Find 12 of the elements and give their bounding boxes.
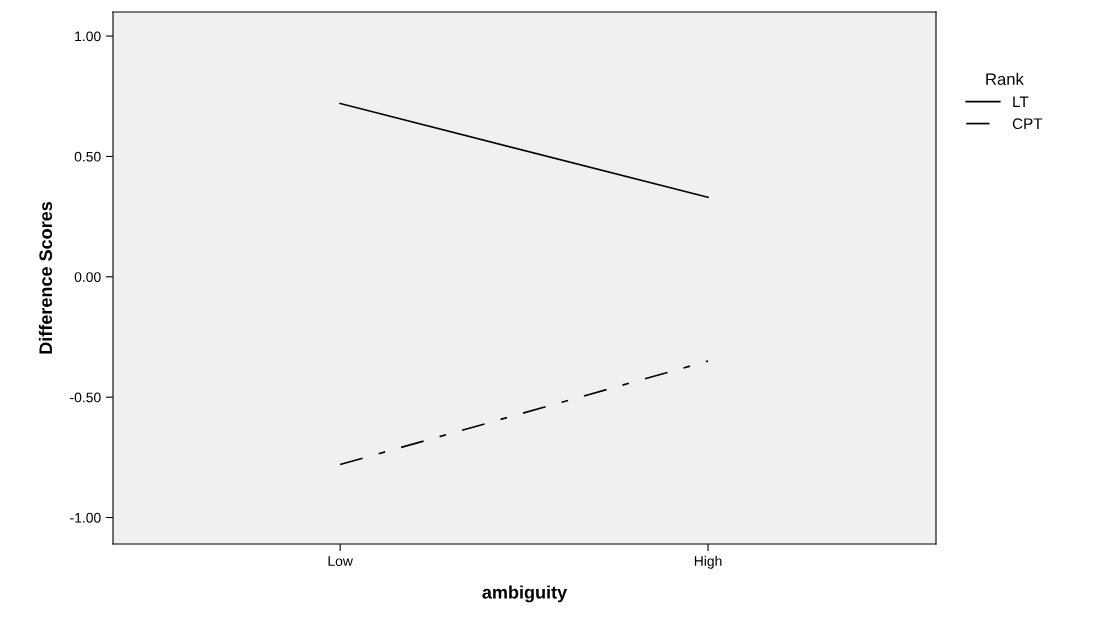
y-tick-label: -0.50	[70, 392, 101, 403]
y-tick-label: 0.50	[74, 151, 101, 162]
y-tick-label: 1.00	[75, 31, 101, 42]
x-axis-title: ambiguity	[482, 585, 568, 603]
legend-label: CPT	[1012, 118, 1043, 130]
legend-label: LT	[1013, 96, 1029, 108]
x-tick-label: High	[694, 555, 722, 569]
x-tick-label: Low	[328, 556, 353, 567]
y-tick-label: -1.00	[70, 512, 101, 523]
legend-title: Rank	[986, 72, 1024, 86]
y-tick-label: 0.00	[74, 272, 101, 282]
y-axis-title: Difference Scores	[38, 201, 53, 354]
